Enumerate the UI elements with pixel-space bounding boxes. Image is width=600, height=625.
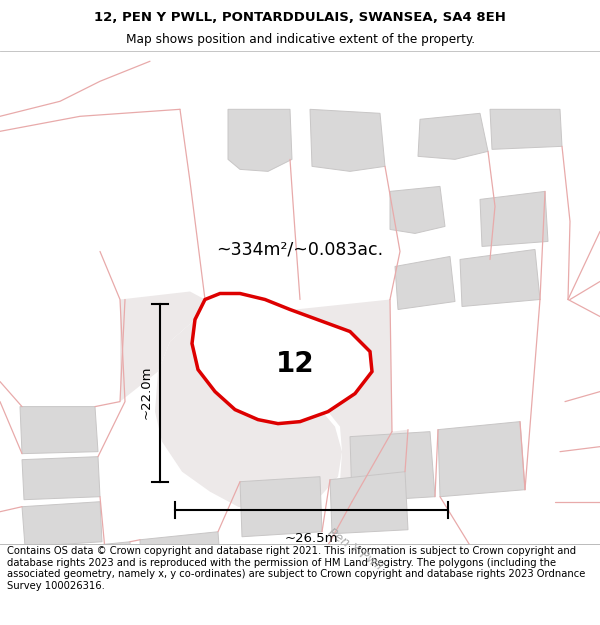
Polygon shape [192, 294, 372, 424]
Polygon shape [22, 457, 100, 500]
Polygon shape [20, 407, 98, 454]
Polygon shape [120, 291, 205, 402]
Polygon shape [460, 249, 540, 306]
Polygon shape [22, 502, 102, 547]
Polygon shape [240, 477, 322, 537]
Text: 12, PEN Y PWLL, PONTARDDULAIS, SWANSEA, SA4 8EH: 12, PEN Y PWLL, PONTARDDULAIS, SWANSEA, … [94, 11, 506, 24]
Text: Map shows position and indicative extent of the property.: Map shows position and indicative extent… [125, 33, 475, 46]
Polygon shape [330, 472, 408, 534]
Polygon shape [480, 191, 548, 246]
Polygon shape [290, 299, 408, 482]
Polygon shape [50, 542, 133, 596]
Polygon shape [390, 186, 445, 233]
Polygon shape [418, 113, 488, 159]
Polygon shape [155, 319, 342, 514]
Polygon shape [350, 432, 435, 502]
Text: 12: 12 [275, 349, 314, 378]
Polygon shape [310, 109, 385, 171]
Polygon shape [490, 109, 562, 149]
Text: Pen Y Pwll: Pen Y Pwll [325, 526, 385, 573]
Polygon shape [395, 256, 455, 309]
Text: Contains OS data © Crown copyright and database right 2021. This information is : Contains OS data © Crown copyright and d… [7, 546, 586, 591]
Polygon shape [438, 422, 525, 497]
Polygon shape [228, 109, 292, 171]
Polygon shape [140, 532, 222, 592]
Text: ~26.5m: ~26.5m [285, 532, 338, 545]
Text: ~334m²/~0.083ac.: ~334m²/~0.083ac. [217, 241, 383, 259]
Text: ~22.0m: ~22.0m [139, 366, 152, 419]
